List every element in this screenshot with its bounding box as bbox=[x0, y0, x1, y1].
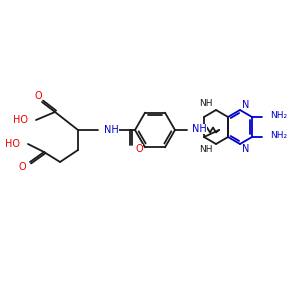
Text: O: O bbox=[18, 162, 26, 172]
Text: N: N bbox=[242, 100, 249, 110]
Text: O: O bbox=[135, 144, 143, 154]
Text: NH: NH bbox=[200, 146, 213, 154]
Text: NH₂: NH₂ bbox=[270, 110, 287, 119]
Text: O: O bbox=[34, 91, 42, 101]
Text: NH: NH bbox=[200, 100, 213, 109]
Text: NH: NH bbox=[104, 125, 119, 135]
Text: NH: NH bbox=[192, 124, 207, 134]
Text: NH₂: NH₂ bbox=[270, 130, 287, 140]
Text: HO: HO bbox=[13, 115, 28, 125]
Text: HO: HO bbox=[5, 139, 20, 149]
Text: N: N bbox=[242, 144, 249, 154]
